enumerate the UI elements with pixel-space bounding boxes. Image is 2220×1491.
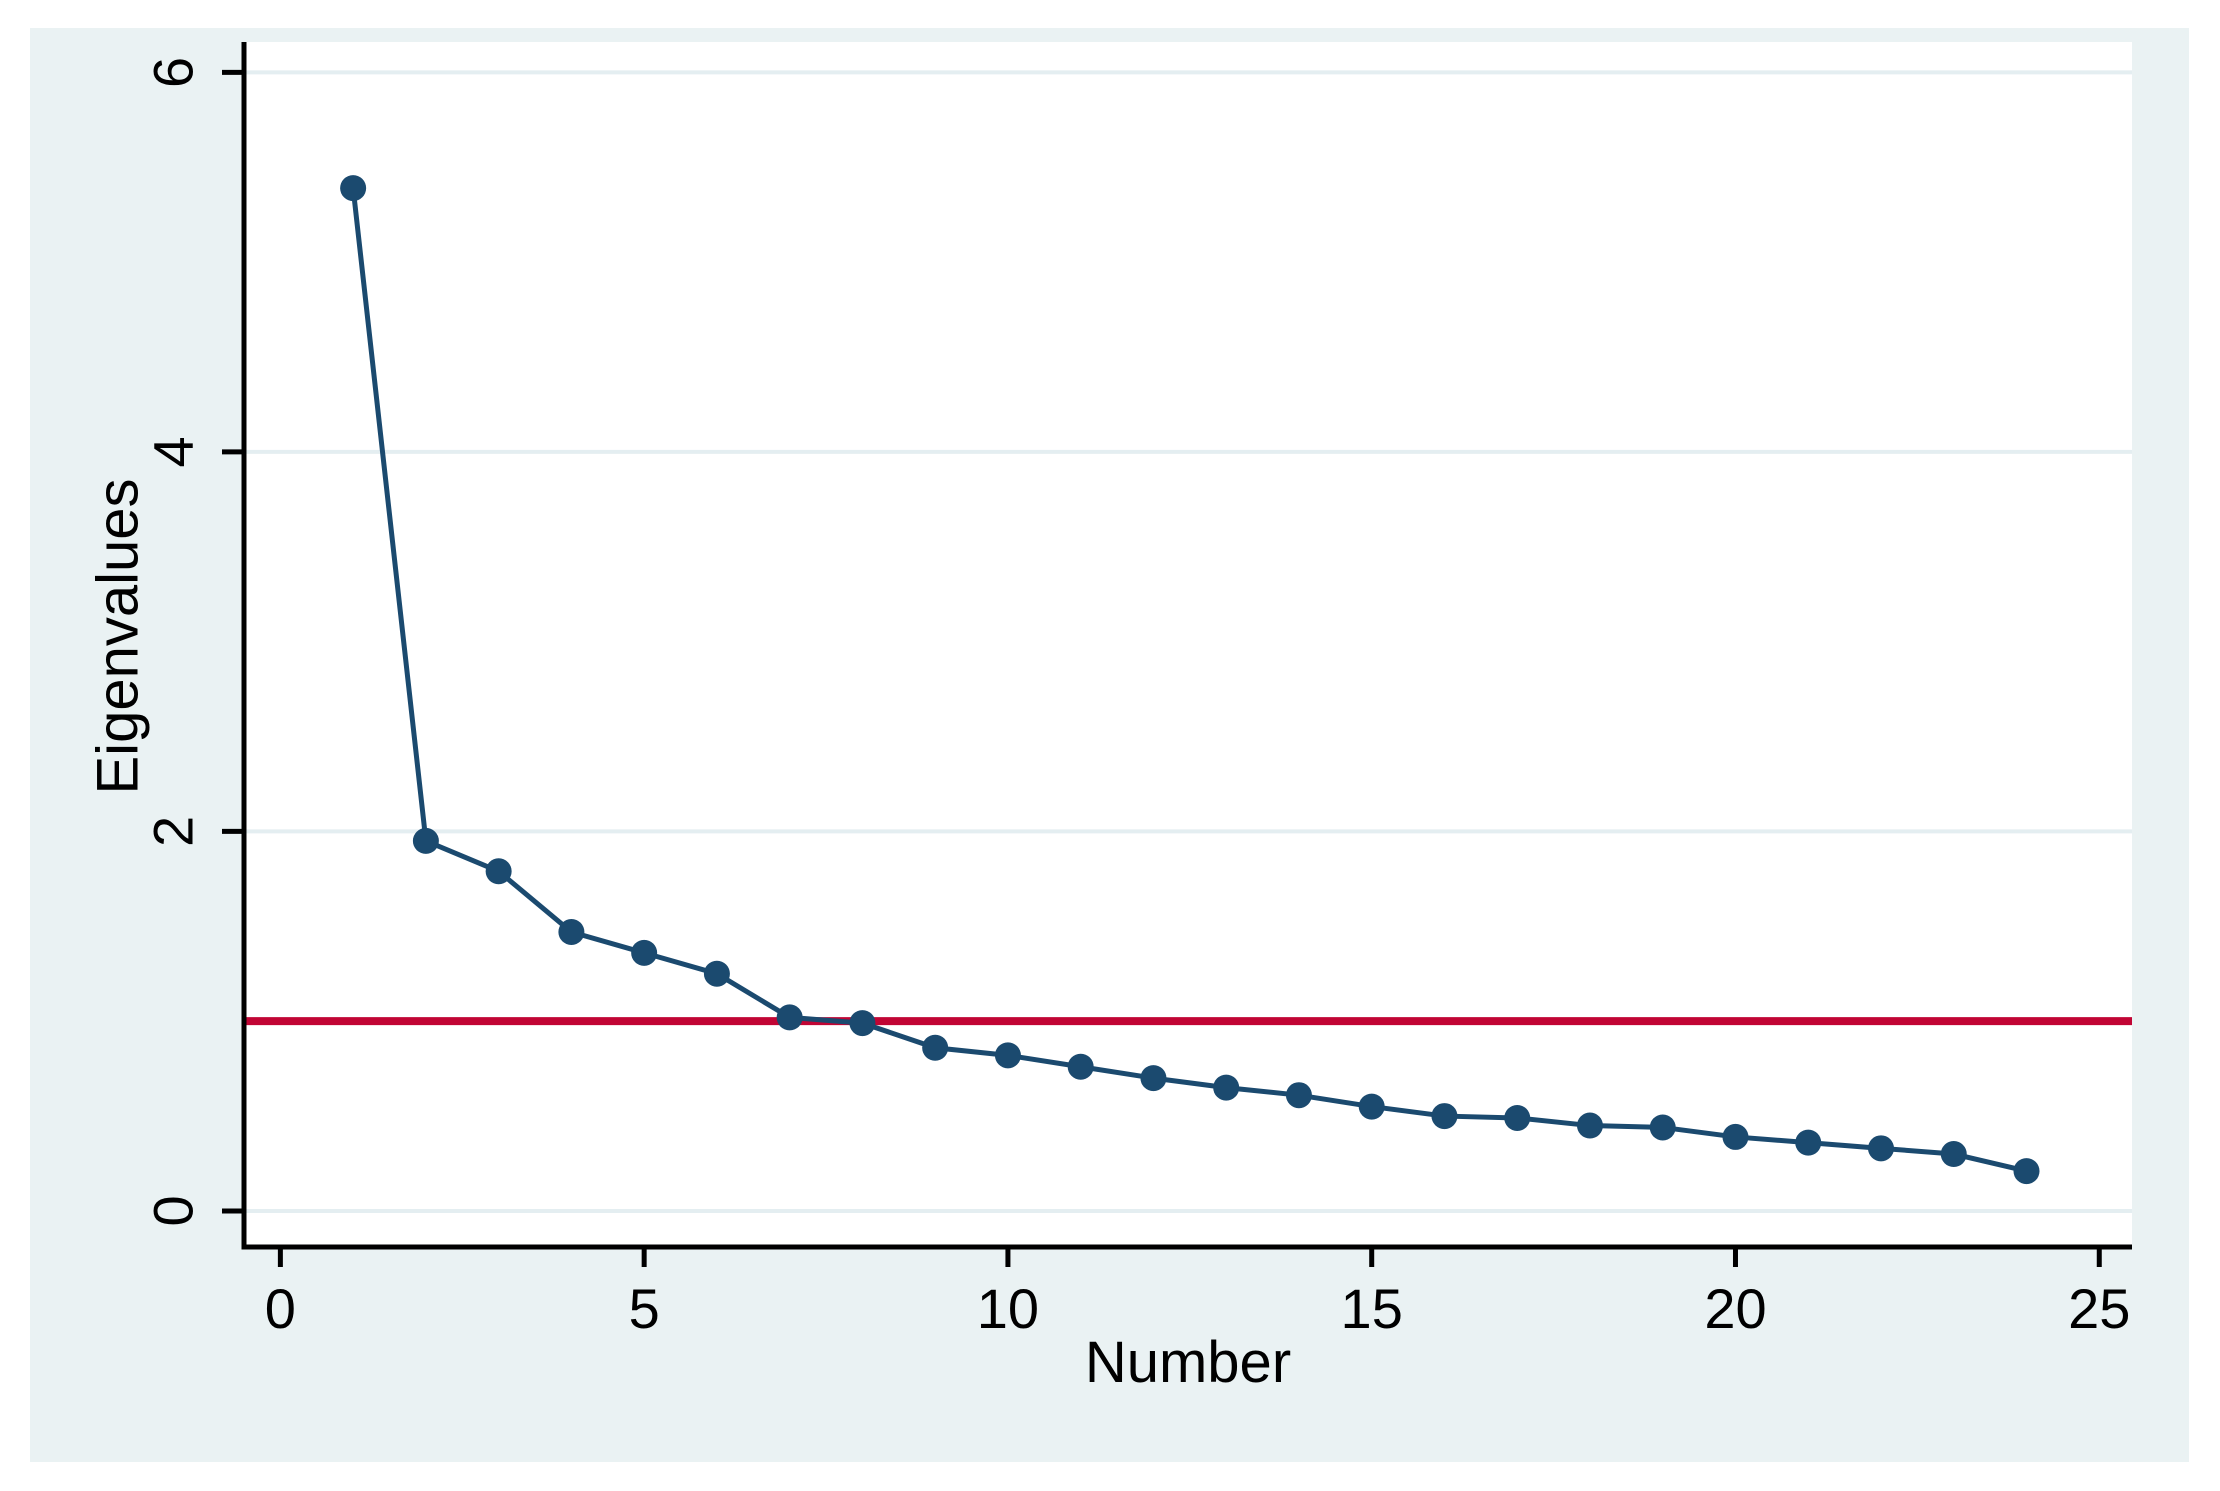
x-axis-ticks: 0 5 10 15 20 25: [265, 1247, 2130, 1340]
x-tick-label-10: 10: [977, 1277, 1039, 1340]
data-point-19: [1649, 1114, 1676, 1141]
x-tick-label-25: 25: [2068, 1277, 2130, 1340]
data-point-20: [1722, 1123, 1749, 1150]
data-point-18: [1576, 1112, 1603, 1139]
data-point-2: [412, 827, 439, 854]
data-point-4: [558, 918, 585, 945]
data-point-3: [485, 858, 512, 885]
data-point-9: [922, 1034, 949, 1061]
data-point-23: [1940, 1141, 1967, 1168]
graph-background: 0 5 10 15 20 25 0 2 4 6 Number Eigenvalues: [30, 28, 2189, 1462]
data-point-15: [1358, 1093, 1385, 1120]
x-tick-label-0: 0: [265, 1277, 296, 1340]
y-tick-label-4: 4: [142, 436, 205, 467]
data-point-14: [1285, 1082, 1312, 1109]
x-tick-label-15: 15: [1341, 1277, 1403, 1340]
scree-plot: 0 5 10 15 20 25 0 2 4 6 Number Eigenvalues: [86, 42, 2132, 1395]
data-point-7: [776, 1004, 803, 1031]
y-tick-label-0: 0: [142, 1195, 205, 1226]
data-point-24: [2013, 1158, 2040, 1185]
data-point-5: [631, 939, 658, 966]
x-tick-label-20: 20: [1704, 1277, 1766, 1340]
gridlines: [244, 70, 2132, 1213]
data-point-6: [703, 960, 730, 987]
data-point-12: [1140, 1065, 1167, 1092]
y-axis-title: Eigenvalues: [86, 479, 151, 795]
x-tick-label-5: 5: [629, 1277, 660, 1340]
data-point-17: [1504, 1104, 1531, 1131]
plot-background: [244, 42, 2132, 1247]
data-point-16: [1431, 1103, 1458, 1130]
data-point-11: [1067, 1053, 1094, 1080]
data-point-22: [1867, 1135, 1894, 1162]
y-tick-label-2: 2: [142, 816, 205, 847]
x-axis-title: Number: [1085, 1330, 1291, 1395]
data-point-10: [994, 1042, 1021, 1069]
data-point-21: [1795, 1129, 1822, 1156]
y-tick-label-6: 6: [142, 57, 205, 88]
plot-area: [244, 42, 2132, 1247]
data-point-8: [849, 1010, 876, 1037]
data-point-13: [1213, 1074, 1240, 1101]
data-point-1: [340, 175, 367, 202]
axes: [241, 42, 2132, 1250]
eigenvalue-series: [340, 175, 2040, 1185]
y-axis-ticks: 0 2 4 6: [142, 57, 244, 1227]
